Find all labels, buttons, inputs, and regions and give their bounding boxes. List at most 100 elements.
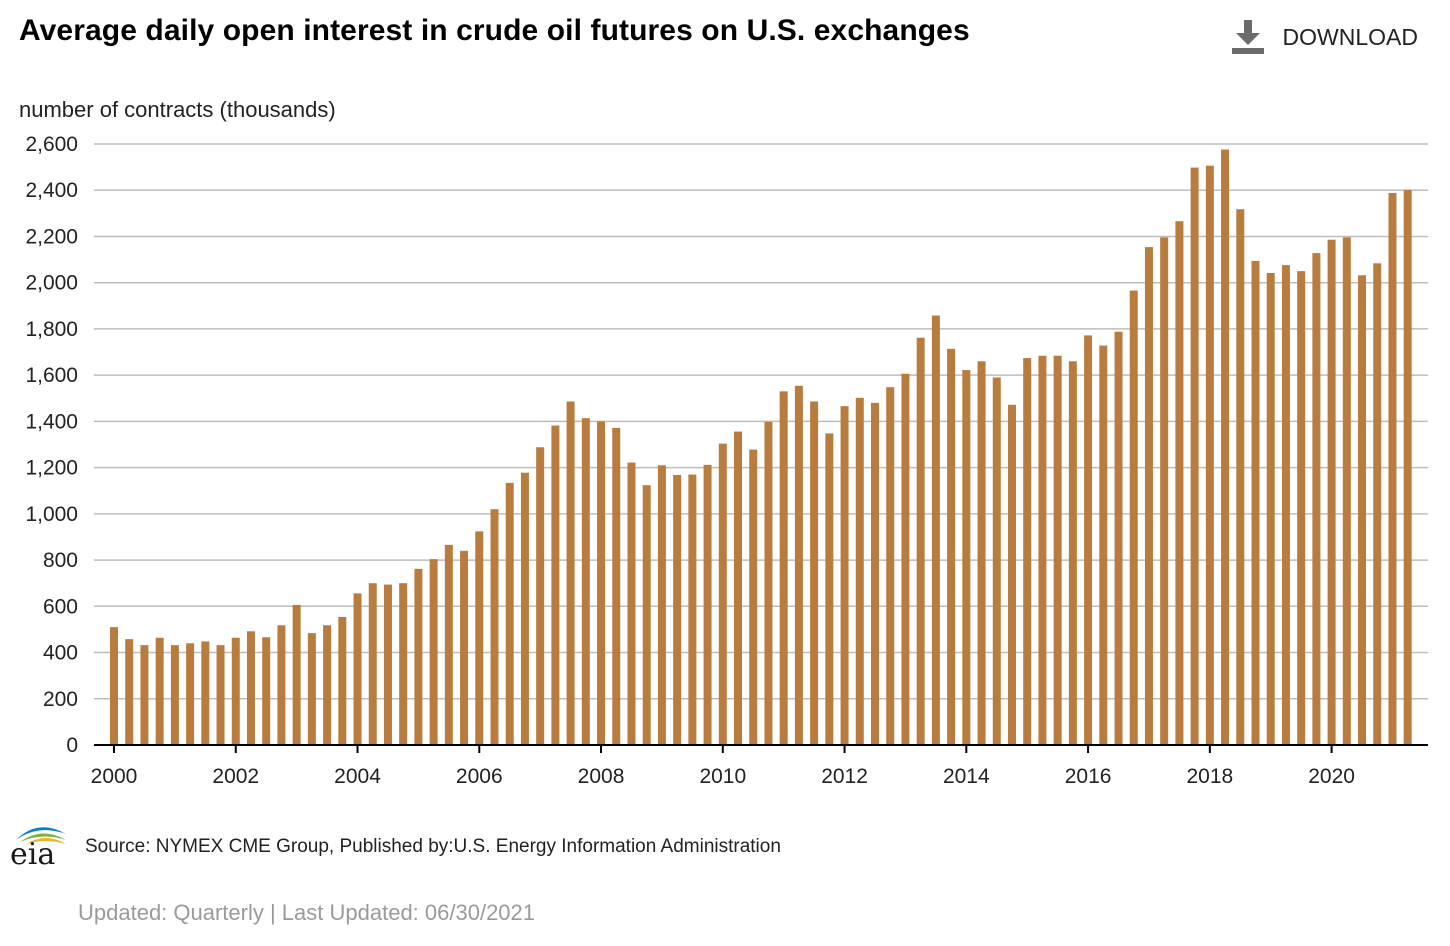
bar[interactable]: 2016Q1: 1772 [1084, 335, 1093, 745]
bar[interactable]: 2021Q2: 2402 [1403, 189, 1412, 746]
bar[interactable]: 2017Q1: 2154 [1144, 247, 1153, 746]
bar[interactable]: 2013Q3: 1858 [931, 315, 940, 745]
bar[interactable]: 2010Q2: 1356 [734, 431, 743, 745]
bar[interactable]: 2005Q2: 804 [429, 559, 438, 745]
bar[interactable]: 2007Q1: 1288 [536, 447, 545, 745]
bar[interactable]: 2010Q1: 1304 [718, 443, 727, 745]
source-note: Source: NYMEX CME Group, Published by:U.… [85, 836, 781, 857]
chart-title: Average daily open interest in crude oil… [19, 14, 970, 47]
y-tick-label: 2,400 [25, 179, 78, 202]
bar[interactable]: 2000Q4: 464 [155, 637, 164, 745]
bar[interactable]: 2008Q1: 1400 [597, 421, 606, 745]
bar[interactable]: 2007Q2: 1382 [551, 425, 560, 745]
bar-series: 2000Q1: 510 2000Q2: 458 2000Q3: 432 2000Q4:… [110, 149, 1412, 746]
bar[interactable]: 2012Q1: 1466 [840, 406, 849, 745]
bar[interactable]: 2011Q1: 1530 [779, 391, 788, 745]
y-tick-label: 2,200 [25, 225, 78, 248]
x-tick-label: 2006 [456, 765, 503, 788]
bar[interactable]: 2004Q1: 656 [353, 593, 362, 745]
bar[interactable]: 2016Q2: 1728 [1099, 345, 1108, 745]
bar[interactable]: 2019Q4: 2128 [1312, 253, 1321, 745]
bar[interactable]: 2006Q3: 1134 [505, 482, 514, 745]
bar[interactable]: 2002Q2: 492 [246, 631, 255, 745]
bar[interactable]: 2011Q4: 1348 [825, 433, 834, 745]
bar[interactable]: 2003Q2: 484 [307, 633, 316, 745]
grid-lines [94, 143, 1428, 700]
bar[interactable]: 2018Q2: 2576 [1221, 149, 1230, 745]
bar[interactable]: 2004Q3: 694 [383, 584, 392, 745]
bar[interactable]: 2010Q3: 1278 [749, 449, 758, 745]
bar[interactable]: 2016Q3: 1788 [1114, 331, 1123, 745]
bar[interactable]: 2018Q1: 2506 [1205, 165, 1214, 745]
bar[interactable]: 2000Q1: 510 [110, 627, 118, 745]
bar[interactable]: 2013Q1: 1606 [901, 373, 910, 745]
bar[interactable]: 2005Q3: 866 [444, 544, 453, 745]
bar[interactable]: 2016Q4: 1966 [1129, 290, 1138, 745]
bar[interactable]: 2017Q2: 2196 [1160, 237, 1169, 745]
bar[interactable]: 2013Q2: 1762 [916, 337, 925, 745]
bar[interactable]: 2002Q1: 464 [231, 637, 240, 745]
bar[interactable]: 2005Q4: 840 [460, 550, 469, 745]
bar[interactable]: 2001Q3: 448 [201, 641, 210, 745]
bar[interactable]: 2021Q1: 2388 [1388, 193, 1397, 745]
bar[interactable]: 2020Q3: 2032 [1358, 275, 1367, 745]
x-tick-label: 2000 [91, 765, 138, 788]
bar[interactable]: 2001Q4: 432 [216, 645, 225, 745]
bar[interactable]: 2001Q1: 432 [170, 645, 179, 745]
bar[interactable]: 2001Q2: 440 [186, 643, 195, 745]
bar[interactable]: 2009Q2: 1168 [673, 475, 682, 745]
y-tick-label: 800 [43, 549, 78, 572]
bar[interactable]: 2018Q4: 2094 [1251, 260, 1260, 745]
bar[interactable]: 2008Q3: 1222 [627, 462, 636, 745]
bar[interactable]: 2006Q1: 924 [475, 531, 484, 745]
bar[interactable]: 2015Q3: 1684 [1053, 355, 1062, 745]
bar[interactable]: 2009Q3: 1170 [688, 474, 697, 745]
bar[interactable]: 2014Q2: 1660 [977, 361, 986, 745]
bar[interactable]: 2008Q2: 1372 [612, 427, 621, 745]
bar[interactable]: 2019Q1: 2042 [1266, 272, 1275, 745]
download-button[interactable]: DOWNLOAD [1231, 20, 1418, 54]
bar[interactable]: 2013Q4: 1714 [947, 348, 956, 745]
bar[interactable]: 2005Q1: 762 [414, 568, 423, 745]
bar[interactable]: 2012Q4: 1548 [886, 387, 895, 745]
bar[interactable]: 2018Q3: 2318 [1236, 209, 1245, 746]
bar[interactable]: 2012Q2: 1502 [855, 397, 864, 745]
bar[interactable]: 2007Q4: 1414 [581, 418, 590, 745]
bar[interactable]: 2020Q2: 2196 [1342, 237, 1351, 745]
bar[interactable]: 2009Q4: 1212 [703, 464, 712, 745]
bar[interactable]: 2011Q3: 1486 [810, 401, 819, 745]
bar[interactable]: 2006Q4: 1178 [520, 472, 529, 745]
bar[interactable]: 2003Q4: 554 [338, 616, 347, 745]
bar[interactable]: 2019Q3: 2050 [1297, 271, 1306, 745]
bar[interactable]: 2004Q4: 700 [399, 583, 408, 745]
y-tick-label: 2,000 [25, 272, 78, 295]
x-tick-label: 2012 [821, 765, 868, 788]
bar[interactable]: 2015Q4: 1660 [1068, 361, 1077, 745]
bar[interactable]: 2002Q4: 518 [277, 625, 286, 745]
bar[interactable]: 2011Q2: 1554 [794, 385, 803, 745]
bar[interactable]: 2020Q4: 2084 [1373, 263, 1382, 745]
bar[interactable]: 2019Q2: 2076 [1281, 265, 1290, 745]
bar[interactable]: 2017Q3: 2266 [1175, 221, 1184, 745]
bar[interactable]: 2010Q4: 1398 [764, 421, 773, 745]
bar[interactable]: 2015Q1: 1674 [1023, 358, 1032, 745]
bar[interactable]: 2017Q4: 2498 [1190, 167, 1199, 745]
bar[interactable]: 2015Q2: 1684 [1038, 355, 1047, 745]
bar[interactable]: 2014Q4: 1472 [1007, 404, 1016, 745]
bar[interactable]: 2000Q2: 458 [125, 639, 134, 745]
bar[interactable]: 2014Q3: 1590 [992, 377, 1001, 745]
bar[interactable]: 2009Q1: 1210 [657, 465, 666, 745]
bar[interactable]: 2007Q3: 1486 [566, 401, 575, 745]
bar[interactable]: 2008Q4: 1124 [642, 485, 651, 745]
bar[interactable]: 2003Q1: 606 [292, 604, 301, 745]
bar[interactable]: 2002Q3: 466 [262, 637, 271, 745]
bar[interactable]: 2003Q3: 518 [323, 625, 332, 745]
y-tick-label: 1,600 [25, 364, 78, 387]
bar[interactable]: 2020Q1: 2186 [1327, 239, 1336, 745]
bar[interactable]: 2000Q3: 432 [140, 645, 149, 745]
bar[interactable]: 2014Q1: 1622 [962, 370, 971, 745]
bar[interactable]: 2004Q2: 700 [368, 583, 377, 745]
bar-chart: 2000Q1: 510 2000Q2: 458 2000Q3: 432 2000Q4:… [25, 133, 1428, 788]
bar[interactable]: 2012Q3: 1480 [871, 402, 879, 745]
